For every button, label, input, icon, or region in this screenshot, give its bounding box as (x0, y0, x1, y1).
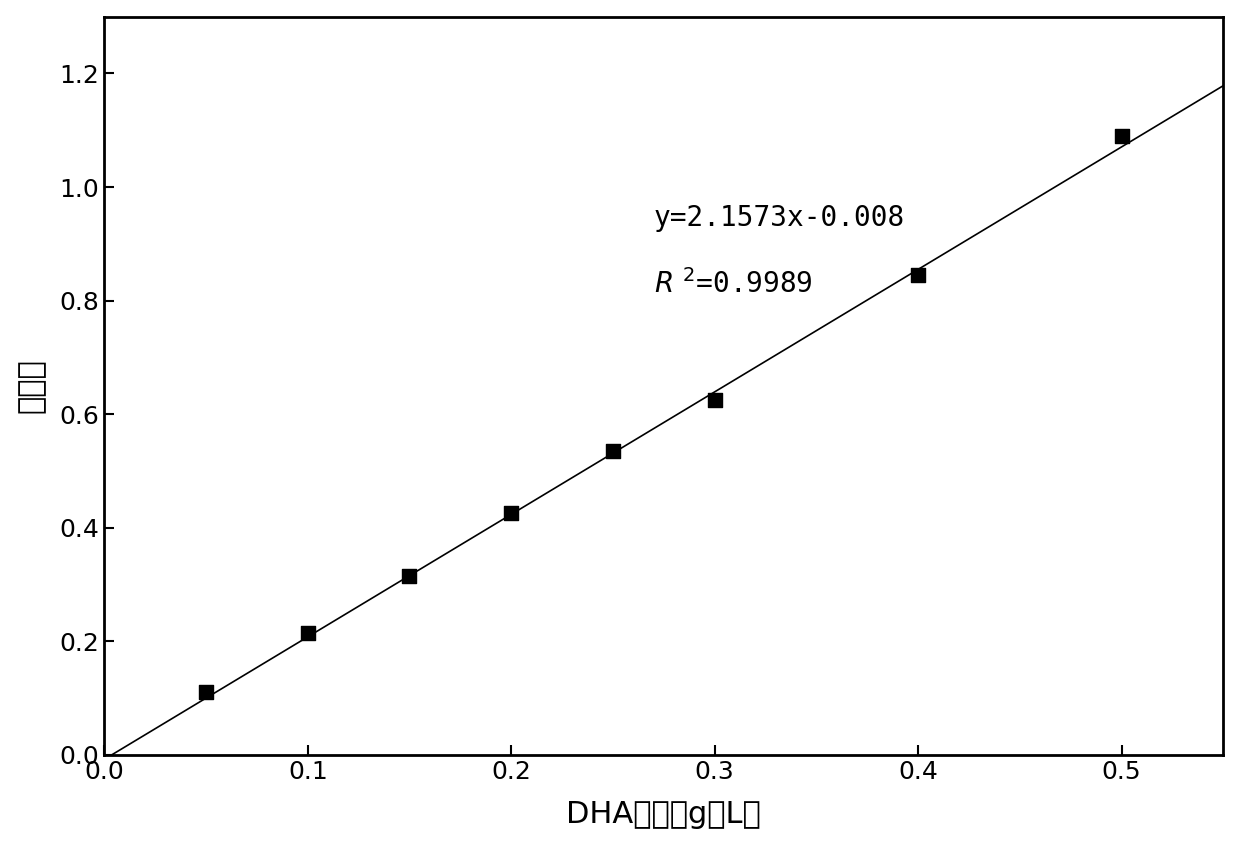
Point (603, 444, 622, 458)
Point (399, 569, 419, 583)
X-axis label: DHA浓度（g／L）: DHA浓度（g／L） (567, 800, 761, 829)
Point (501, 507, 521, 520)
Point (908, 268, 928, 282)
Point (704, 393, 724, 407)
Text: y=2.1573x-0.008: y=2.1573x-0.008 (653, 204, 905, 232)
Text: $R\ ^{2}$=0.9989: $R\ ^{2}$=0.9989 (653, 269, 812, 299)
Y-axis label: 吸光度: 吸光度 (16, 359, 46, 413)
Point (1112, 129, 1132, 143)
Point (298, 626, 317, 640)
Point (196, 685, 216, 699)
